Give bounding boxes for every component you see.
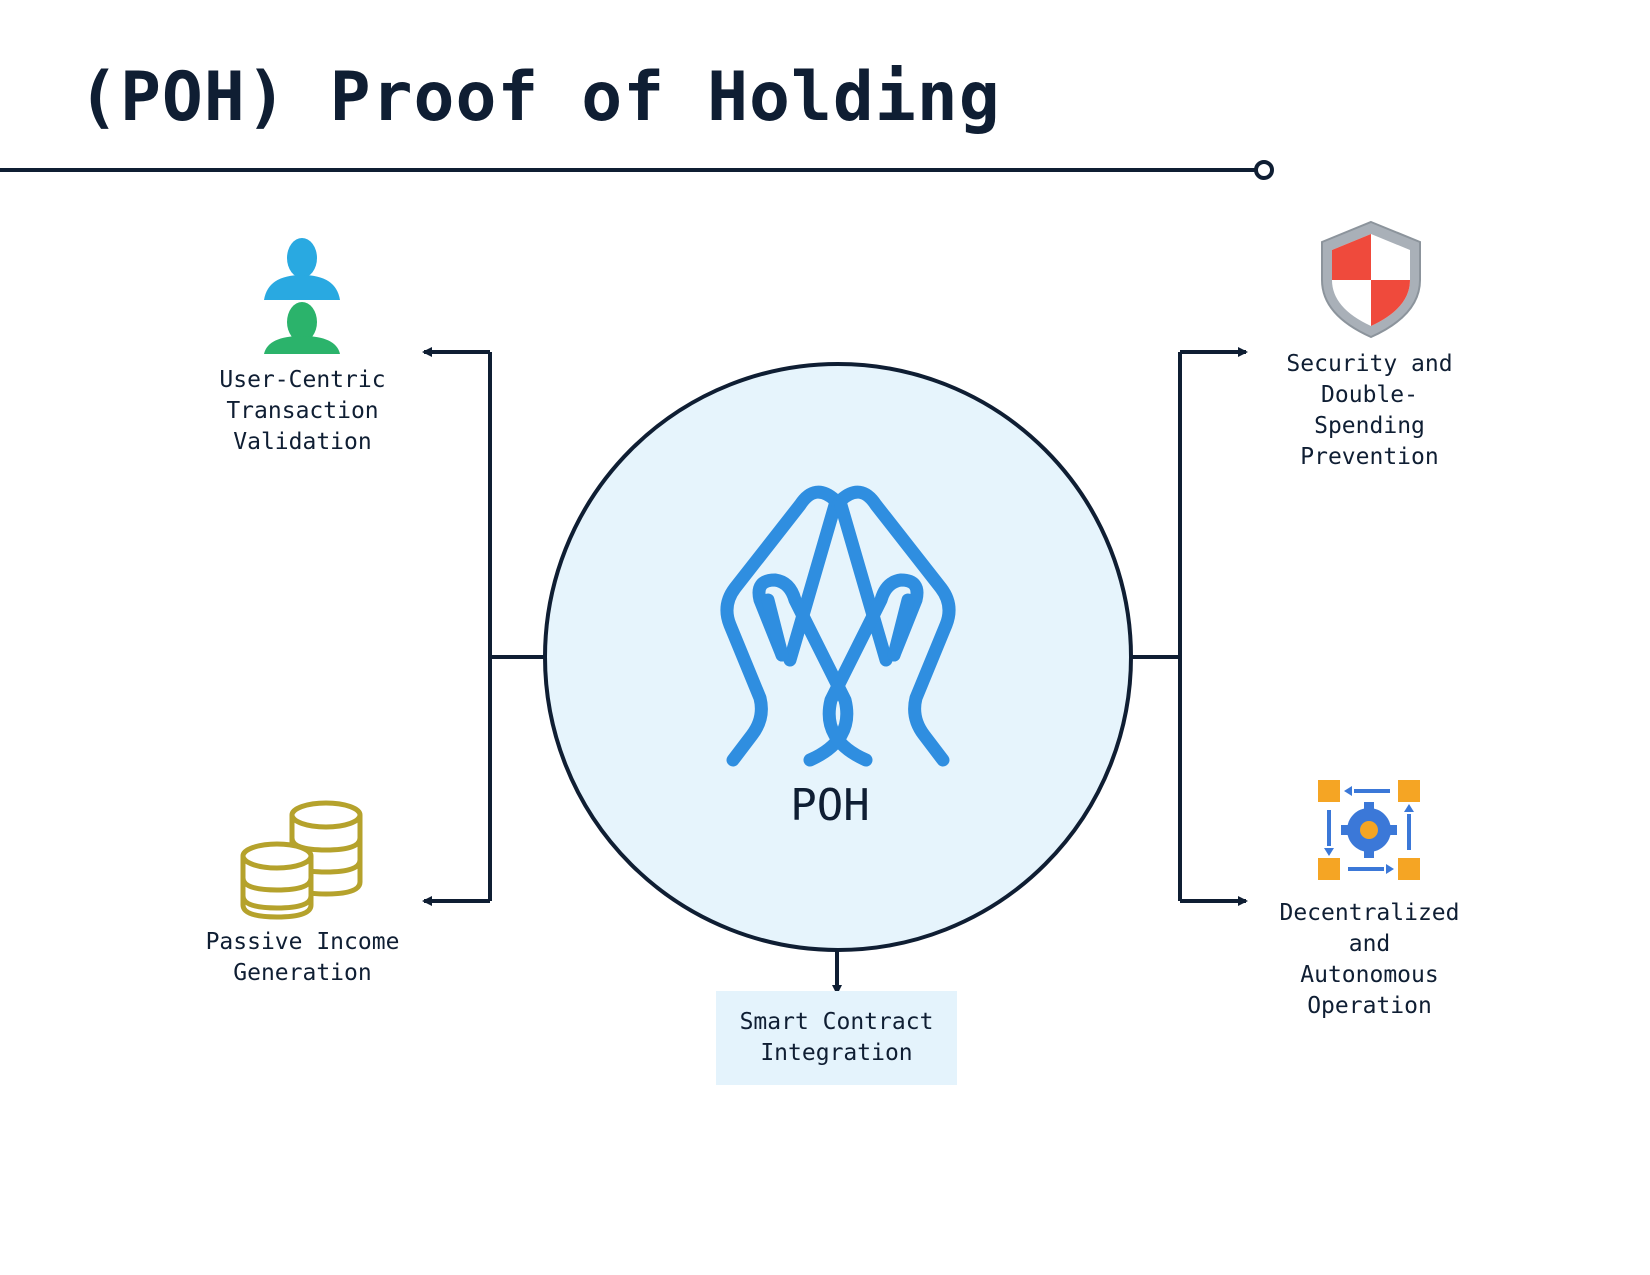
center-label: POH <box>790 780 870 831</box>
security-label: Security and Double- Spending Prevention <box>1286 351 1453 470</box>
right-connector <box>1131 347 1248 906</box>
gear-network-icon <box>1318 780 1420 880</box>
shield-icon <box>1321 220 1421 339</box>
decentralized-label: Decentralized and Autonomous Operation <box>1279 900 1460 1019</box>
smart-contract-box: Smart Contract Integration <box>716 991 957 1085</box>
left-connector <box>422 347 545 906</box>
center-circle <box>543 362 1133 952</box>
coins-icon <box>240 800 363 920</box>
page-title: (POH) Proof of Holding <box>78 58 1001 137</box>
passive-income-label: Passive Income Generation <box>205 929 400 986</box>
users-icon <box>264 238 340 354</box>
smart-contract-label: Smart Contract Integration <box>739 1009 934 1066</box>
hands-icon <box>720 485 956 767</box>
header-rule <box>0 160 1274 180</box>
user-validation-label: User-Centric Transaction Validation <box>219 367 386 455</box>
